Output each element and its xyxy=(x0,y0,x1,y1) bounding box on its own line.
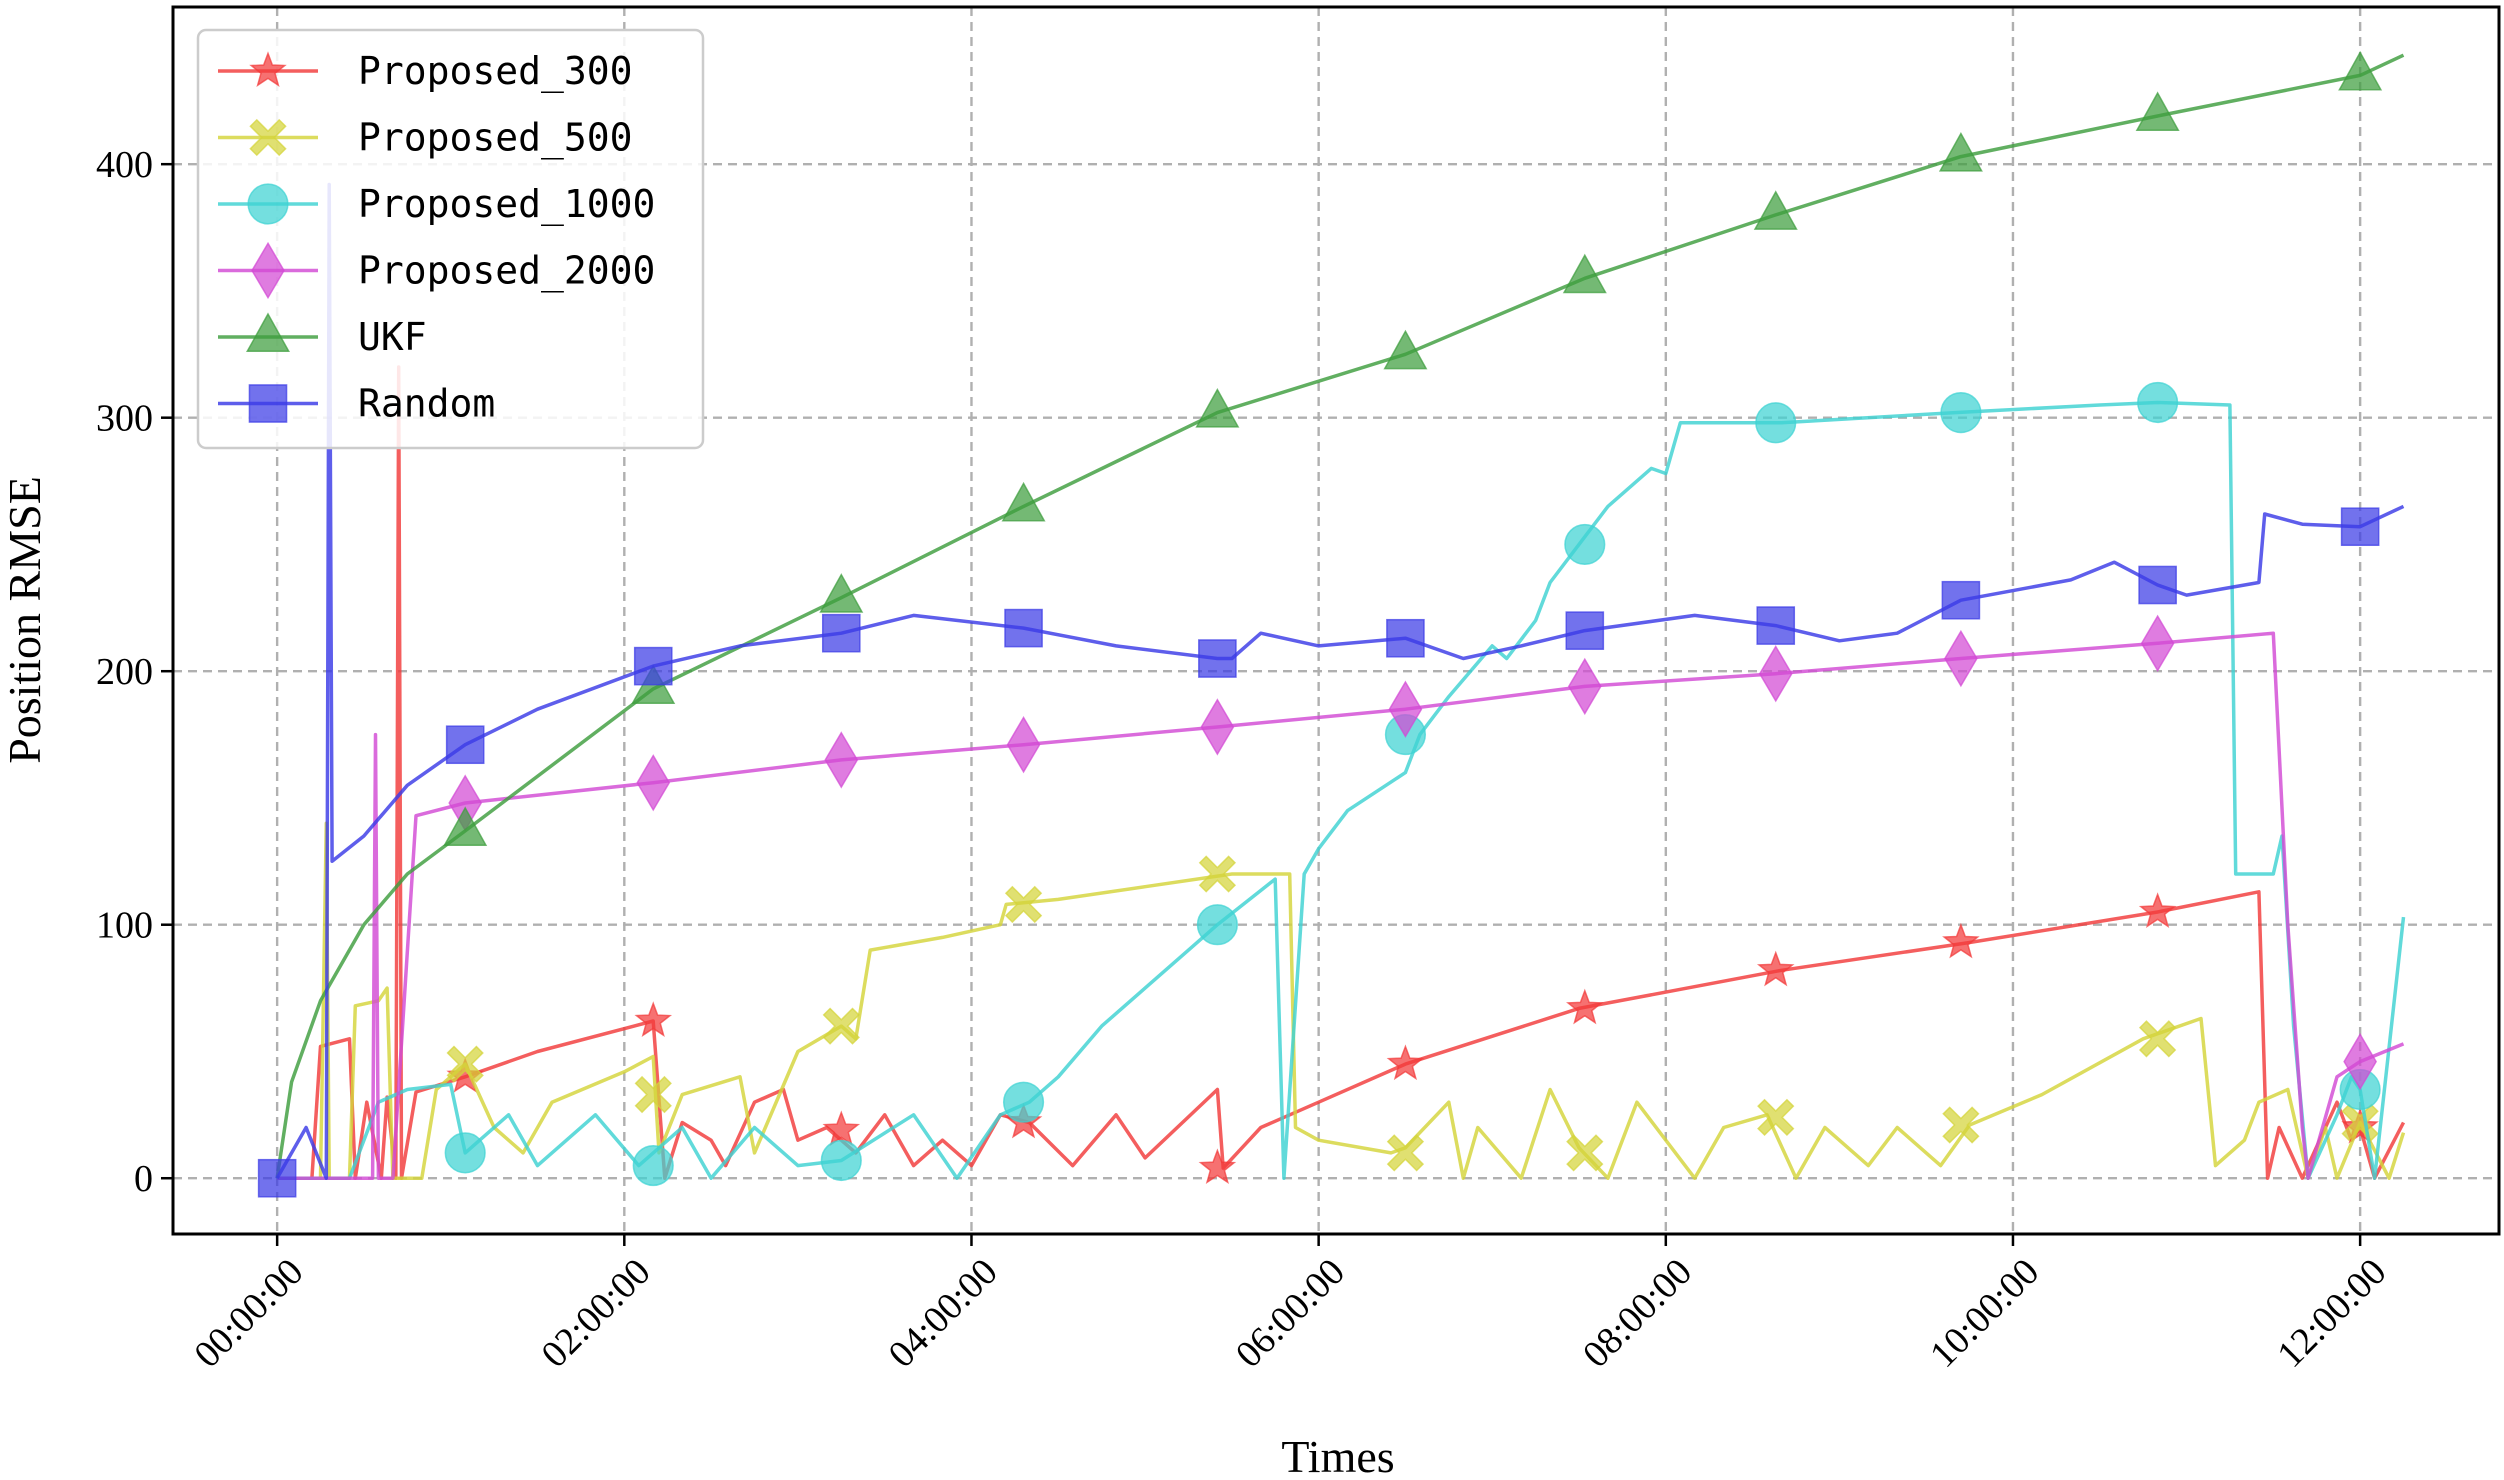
marker-Proposed_1000-1 xyxy=(632,1144,674,1187)
marker-Proposed_2000-3 xyxy=(1006,716,1041,774)
series-Proposed_2000 xyxy=(277,614,2405,1180)
legend-swatch-marker-3 xyxy=(251,241,285,300)
marker-Proposed_1000-6 xyxy=(1564,523,1606,566)
marker-Proposed_2000-2 xyxy=(824,731,859,789)
marker-Proposed_500-8 xyxy=(1942,1106,1980,1144)
marker-Proposed_2000-4 xyxy=(1200,698,1235,756)
marker-Random-3 xyxy=(821,613,861,653)
line-Proposed_300 xyxy=(277,365,2406,1180)
marker-Proposed_1000-3 xyxy=(1002,1081,1045,1123)
marker-Proposed_2000-5 xyxy=(1388,680,1423,738)
marker-Random-1 xyxy=(445,725,485,765)
legend-label-3: Proposed_2000 xyxy=(358,249,655,294)
y-tick-label-2: 200 xyxy=(96,651,153,693)
legend-swatch-marker-1 xyxy=(249,118,287,157)
marker-Proposed_2000-7 xyxy=(1758,645,1793,703)
legend-label-1: Proposed_500 xyxy=(358,116,633,161)
series-Proposed_500 xyxy=(277,821,2406,1180)
marker-Proposed_300-6 xyxy=(1566,988,1604,1025)
marker-Proposed_500-2 xyxy=(822,1007,860,1045)
marker-UKF-4 xyxy=(1195,388,1240,428)
y-tick-label-0: 0 xyxy=(134,1158,153,1200)
series-Proposed_1000 xyxy=(277,381,2406,1187)
legend-swatch-marker-0 xyxy=(249,51,287,87)
legend-entry-Proposed_500: Proposed_500 xyxy=(218,116,633,161)
marker-Proposed_500-7 xyxy=(1757,1098,1795,1137)
marker-Proposed_500-5 xyxy=(1386,1134,1425,1172)
marker-UKF-3 xyxy=(1001,481,1046,522)
marker-UKF-9 xyxy=(2135,91,2180,132)
legend-label-5: Random xyxy=(358,382,495,426)
marker-Proposed_500-1 xyxy=(634,1075,672,1114)
marker-Proposed_1000-2 xyxy=(820,1139,862,1182)
y-axis-title: Position RMSE xyxy=(0,476,50,764)
marker-Random-0 xyxy=(257,1158,297,1198)
marker-Random-4 xyxy=(1004,608,1043,648)
marker-Proposed_2000-8 xyxy=(1944,629,1978,688)
series-layer xyxy=(257,50,2406,1198)
legend-entry-Proposed_2000: Proposed_2000 xyxy=(218,241,655,300)
marker-Proposed_1000-7 xyxy=(1755,402,1797,444)
legend-label-0: Proposed_300 xyxy=(358,49,633,94)
legend-entry-Proposed_300: Proposed_300 xyxy=(218,49,633,94)
marker-Proposed_500-9 xyxy=(2138,1020,2177,1058)
marker-Proposed_1000-8 xyxy=(1940,392,1982,434)
marker-Random-10 xyxy=(2138,565,2177,605)
legend-entry-Proposed_1000: Proposed_1000 xyxy=(218,182,655,227)
marker-Proposed_2000-10 xyxy=(2343,1032,2378,1091)
legend-label-4: UKF xyxy=(358,315,427,359)
marker-Proposed_500-3 xyxy=(1004,885,1043,924)
marker-Proposed_500-4 xyxy=(1198,855,1237,893)
y-tick-label-4: 400 xyxy=(96,144,153,186)
marker-Random-5 xyxy=(1198,639,1237,678)
marker-Proposed_300-5 xyxy=(1386,1044,1425,1081)
marker-Proposed_2000-9 xyxy=(2140,614,2175,672)
grid xyxy=(173,7,2499,1234)
marker-Random-11 xyxy=(2340,507,2380,547)
marker-Proposed_1000-9 xyxy=(2137,381,2179,424)
marker-Proposed_1000-4 xyxy=(1196,904,1238,946)
marker-UKF-7 xyxy=(1753,190,1798,230)
legend-entry-Random: Random xyxy=(218,382,495,426)
marker-Proposed_300-2 xyxy=(822,1110,861,1147)
marker-Proposed_2000-6 xyxy=(1567,657,1602,716)
marker-Proposed_300-4 xyxy=(1198,1148,1237,1185)
marker-Proposed_2000-1 xyxy=(636,754,671,812)
legend-label-2: Proposed_1000 xyxy=(358,182,655,227)
y-tick-label-3: 300 xyxy=(96,398,153,440)
marker-UKF-8 xyxy=(1938,131,1983,172)
marker-Random-7 xyxy=(1565,611,1605,650)
x-axis-title: Times xyxy=(1281,1431,1394,1480)
series-Random xyxy=(257,182,2405,1198)
legend-swatch-marker-2 xyxy=(247,183,289,225)
marker-Proposed_1000-0 xyxy=(444,1132,486,1174)
legend-entry-UKF: UKF xyxy=(218,312,427,359)
marker-Random-6 xyxy=(1386,618,1425,658)
marker-Proposed_300-7 xyxy=(1756,950,1795,987)
marker-Proposed_300-1 xyxy=(634,1001,673,1038)
y-tick-label-1: 100 xyxy=(96,905,153,947)
marker-Proposed_300-9 xyxy=(2138,892,2177,929)
plot-frame xyxy=(171,5,2501,1236)
marker-UKF-6 xyxy=(1562,253,1607,294)
marker-UKF-10 xyxy=(2338,50,2383,91)
marker-Proposed_500-10 xyxy=(2341,1103,2379,1142)
marker-Random-9 xyxy=(1941,580,1981,620)
marker-Proposed_500-0 xyxy=(446,1045,484,1083)
marker-UKF-2 xyxy=(819,573,864,613)
legend: Proposed_300 Proposed_500 Proposed_1000 Pro… xyxy=(196,28,705,450)
legend-box xyxy=(196,28,705,450)
marker-UKF-5 xyxy=(1383,329,1428,370)
marker-Random-2 xyxy=(633,646,673,686)
marker-Proposed_500-6 xyxy=(1566,1134,1604,1172)
legend-swatch-marker-5 xyxy=(248,384,288,423)
marker-Proposed_300-8 xyxy=(1942,922,1980,959)
marker-Random-8 xyxy=(1756,606,1796,645)
marker-UKF-0 xyxy=(443,806,488,846)
legend-swatch-marker-4 xyxy=(245,312,291,353)
